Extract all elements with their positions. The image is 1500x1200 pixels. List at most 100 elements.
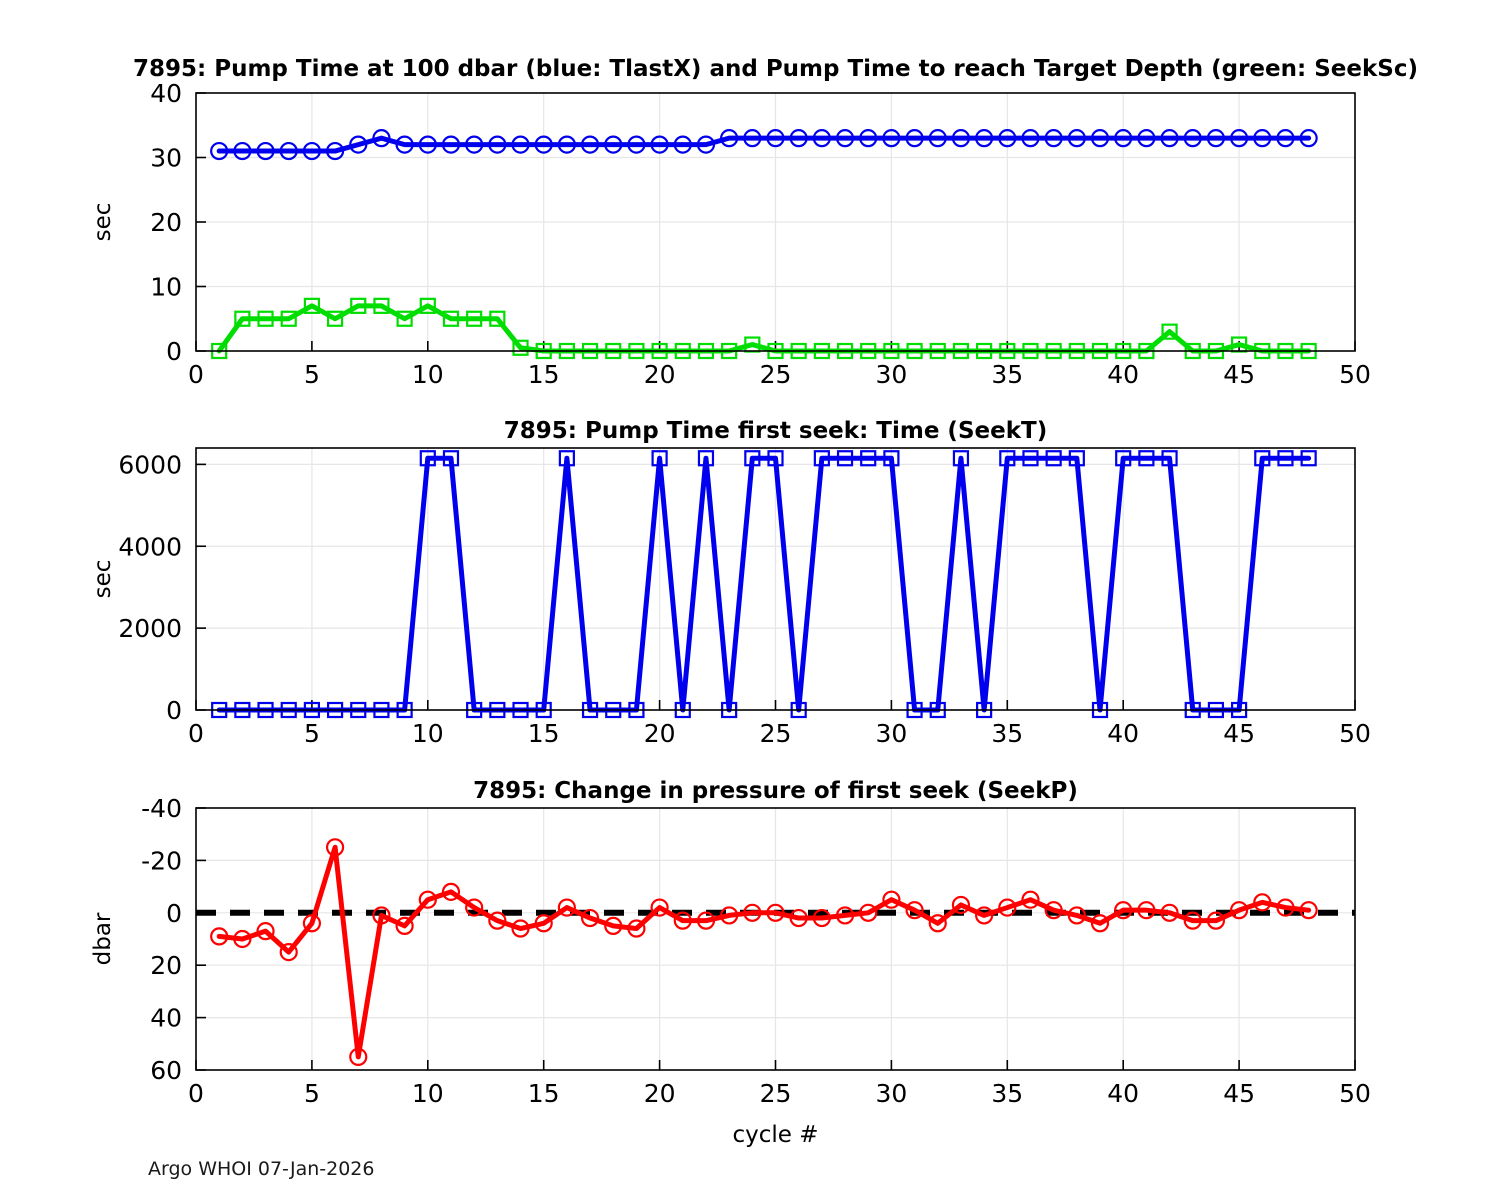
panel1-datapoint <box>373 297 390 314</box>
panel1-title: 7895: Pump Time at 100 dbar (blue: Tlast… <box>133 56 1418 82</box>
panel1-datapoint <box>326 310 344 327</box>
panel1-axis-box <box>195 92 1356 352</box>
panel3-datapoint <box>233 929 252 949</box>
panel2-datapoint <box>1115 450 1132 467</box>
panel3-xtick-label: 15 <box>528 1079 560 1108</box>
panel3-datapoint <box>210 927 229 946</box>
panel2-axis-box <box>195 447 1356 711</box>
panel3-datapoint <box>882 890 901 909</box>
panel3-ytick-label: 40 <box>150 1004 182 1033</box>
panel3-datapoint <box>1067 906 1086 925</box>
panel3-ytick-label: 0 <box>166 899 182 928</box>
panel1-ylabel: sec <box>90 203 116 242</box>
panel1-datapoint <box>580 135 600 154</box>
panel1-datapoint <box>743 129 762 148</box>
panel1-ytick-label: 40 <box>150 79 182 108</box>
panel3-xtick-label: 25 <box>760 1079 792 1108</box>
panel3-datapoint <box>256 922 275 941</box>
panel1-ytick-label: 10 <box>150 273 182 302</box>
panel2-datapoint <box>697 450 715 467</box>
panel3-datapoint <box>488 911 507 930</box>
panel2-datapoint <box>1300 450 1317 467</box>
panel2-xtick-label: 45 <box>1223 719 1255 748</box>
panel1-xtick-label: 25 <box>760 360 792 389</box>
panel1-datapoint <box>325 141 345 161</box>
panel1-datapoint <box>1183 129 1202 148</box>
panel2-datapoint <box>952 450 970 467</box>
panel3-xtick-label: 50 <box>1339 1079 1371 1108</box>
panel3-ytick-label: 20 <box>150 951 182 980</box>
panel2-ytick-label: 4000 <box>118 532 182 561</box>
panel1-series-tlastx-line <box>216 135 1312 154</box>
panel2-datapoint <box>1161 450 1178 467</box>
panel3-datapoint <box>465 898 484 917</box>
panel1-datapoint <box>511 135 530 154</box>
panel1-datapoint <box>1161 323 1178 340</box>
panel1-xtick-label: 10 <box>412 360 444 389</box>
panel1-datapoint <box>928 129 947 148</box>
panel1-xtick-label: 5 <box>304 360 320 389</box>
panel1-datapoint <box>303 297 320 314</box>
panel3-datapoint <box>279 942 298 962</box>
panel3-xtick-label: 45 <box>1223 1079 1255 1108</box>
panel1-datapoint <box>256 141 275 161</box>
panel3-xtick-label: 5 <box>304 1079 320 1108</box>
panel3-datapoint <box>1299 901 1318 920</box>
panel3-axis-box <box>195 807 1356 1071</box>
panel1-datapoint <box>418 135 437 154</box>
panel1-datapoint <box>905 129 924 148</box>
panel1-datapoint <box>835 129 855 148</box>
panel3-datapoint <box>1183 911 1202 930</box>
panel1-datapoint <box>372 129 391 148</box>
panel3-datapoint <box>766 903 785 922</box>
panel3-datapoint <box>1137 901 1156 920</box>
panel1-datapoint <box>210 141 229 161</box>
panel1-xtick-label: 15 <box>528 360 560 389</box>
panel-pump-time-100dbar: 7895: Pump Time at 100 dbar (blue: Tlast… <box>90 56 1418 389</box>
panel1-xtick-label: 30 <box>875 360 907 389</box>
panel3-xtick-label: 10 <box>412 1079 444 1108</box>
panel1-datapoint <box>280 310 297 327</box>
panel1-datapoint <box>627 135 646 154</box>
panel1-ytick-label: 0 <box>166 337 182 366</box>
panel1-datapoint <box>766 129 785 148</box>
panel1-datapoint <box>534 135 553 154</box>
panel2-ytick-label: 2000 <box>118 614 182 643</box>
panel3-datapoint <box>743 903 762 922</box>
panel2-datapoint <box>1138 450 1155 467</box>
panel3-datapoint <box>627 919 646 938</box>
panel1-datapoint <box>557 135 576 154</box>
panel3-datapoint <box>951 895 971 915</box>
panel-change-in-pressure: 7895: Change in pressure of first seek (… <box>90 778 1371 1148</box>
panel2-datapoint <box>813 450 830 467</box>
panel3-datapoint <box>1114 901 1133 920</box>
panel3-datapoint <box>1276 898 1295 917</box>
panel3-datapoint <box>349 1047 368 1067</box>
panel2-datapoint <box>419 450 436 467</box>
panel2-datapoint <box>1045 450 1062 467</box>
panel1-datapoint <box>257 310 274 327</box>
panel3-datapoint <box>650 898 669 917</box>
panel1-datapoint <box>951 129 971 148</box>
panel1-datapoint <box>882 129 901 148</box>
panel3-datapoint <box>1253 893 1272 912</box>
panel1-datapoint <box>396 310 413 327</box>
panel3-datapoint <box>1160 903 1179 922</box>
panel3-datapoint <box>1090 914 1110 933</box>
panel-pump-time-first-seek: 7895: Pump Time first seek: Time (SeekT)… <box>90 418 1371 748</box>
panel3-datapoint <box>1021 890 1040 909</box>
panel1-datapoint <box>349 135 368 154</box>
panel1-xtick-label: 35 <box>991 360 1023 389</box>
panel3-datapoint <box>1229 901 1249 920</box>
panel1-xtick-label: 20 <box>644 360 676 389</box>
panel3-datapoint <box>835 906 855 925</box>
panel3-datapoint <box>534 914 553 933</box>
panel1-datapoint <box>1276 129 1295 148</box>
panel3-datapoint <box>975 906 994 925</box>
panel2-xtick-label: 30 <box>875 719 907 748</box>
panel3-datapoint <box>372 906 391 925</box>
panel3-datapoint <box>905 901 924 920</box>
panel1-datapoint <box>442 310 460 327</box>
panel1-datapoint <box>488 135 507 154</box>
